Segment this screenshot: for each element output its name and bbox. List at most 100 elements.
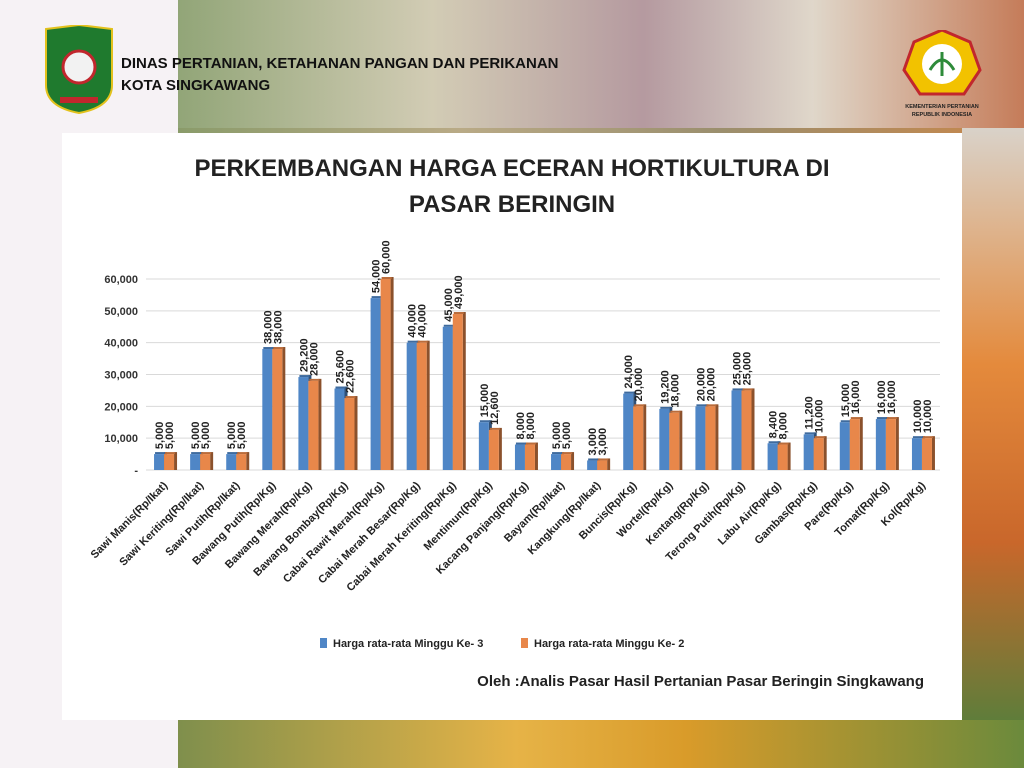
bar — [803, 434, 814, 470]
bar-side — [679, 410, 683, 470]
bar — [659, 408, 670, 470]
bar-side — [751, 388, 755, 470]
bar — [705, 406, 716, 470]
bar — [272, 349, 283, 470]
bar — [561, 454, 572, 470]
bar-top — [552, 452, 563, 455]
data-label: 25,000 — [732, 352, 744, 386]
data-label: 16,000 — [876, 380, 888, 414]
bar-top — [840, 420, 851, 423]
data-label: 40,000 — [407, 304, 419, 338]
bar-top — [814, 436, 825, 439]
bar — [298, 377, 309, 470]
data-label: 25,600 — [335, 350, 347, 384]
bar-top — [706, 404, 717, 407]
bar — [597, 460, 608, 470]
bar-top — [273, 347, 284, 350]
data-label: 8,400 — [768, 411, 780, 439]
y-tick-label: 10,000 — [104, 433, 138, 445]
bar-top — [660, 406, 671, 409]
chart-title: PASAR BERINGIN — [409, 191, 615, 218]
bar — [416, 342, 427, 470]
data-label: 24,000 — [623, 355, 635, 389]
bar-top — [299, 375, 310, 378]
bar-side — [390, 277, 394, 470]
background-image — [962, 128, 1024, 720]
bar-top — [227, 452, 238, 455]
bar-top — [453, 312, 464, 315]
bar-top — [335, 386, 346, 389]
bar-top — [876, 417, 887, 420]
data-label: 5,000 — [236, 422, 248, 450]
bar-top — [479, 420, 490, 423]
bar — [514, 444, 525, 470]
bar-side — [571, 452, 575, 470]
bar-top — [417, 340, 428, 343]
data-label: 8,000 — [515, 412, 527, 440]
data-label: 5,000 — [200, 422, 212, 450]
bar-top — [309, 378, 320, 381]
bar-side — [859, 417, 863, 470]
background-image — [178, 0, 1024, 128]
bar — [478, 422, 489, 470]
bar-top — [588, 458, 599, 461]
y-tick-label: 60,000 — [104, 274, 138, 286]
bar — [551, 454, 562, 470]
data-label: 16,000 — [886, 380, 898, 414]
x-tick-label: Labu Air(Rp/Kg) — [716, 479, 784, 547]
data-label: 8,000 — [778, 412, 790, 440]
bar-top — [670, 410, 681, 413]
data-label: 40,000 — [417, 304, 429, 338]
bar-top — [371, 296, 382, 299]
bar-top — [237, 452, 248, 455]
bar — [741, 390, 752, 470]
data-label: 38,000 — [272, 310, 284, 344]
bar-top — [381, 277, 392, 279]
logo-right — [902, 30, 982, 96]
data-label: 10,000 — [922, 400, 934, 434]
legend-label: Harga rata-rata Minggu Ke- 3 — [333, 638, 483, 650]
footnote: Oleh :Analis Pasar Hasil Pertanian Pasar… — [477, 673, 924, 690]
bar-top — [804, 432, 815, 435]
bar — [623, 393, 634, 470]
bar — [406, 342, 417, 470]
y-tick-label: 30,000 — [104, 370, 138, 382]
data-label: 28,000 — [308, 342, 320, 376]
bar-top — [696, 404, 707, 407]
legend-swatch — [320, 638, 327, 648]
bar-side — [354, 396, 358, 470]
bar — [695, 406, 706, 470]
bar — [849, 419, 860, 470]
bar — [921, 438, 932, 470]
bar-top — [191, 452, 202, 455]
bar — [370, 298, 381, 470]
data-label: 60,000 — [381, 240, 393, 274]
data-label: 38,000 — [262, 310, 274, 344]
header: DINAS PERTANIAN, KETAHANAN PANGAN DAN PE… — [0, 0, 1024, 128]
bar-side — [534, 442, 538, 470]
data-label: 18,000 — [669, 374, 681, 408]
bar-side — [174, 452, 178, 470]
bar-top — [525, 442, 536, 445]
bar-top — [345, 396, 356, 399]
bar — [731, 390, 742, 470]
bar-top — [732, 388, 743, 391]
logo-caption: KEMENTERIAN PERTANIAN — [905, 104, 979, 110]
bar-side — [210, 452, 214, 470]
data-label: 3,000 — [597, 428, 609, 456]
bar — [524, 444, 535, 470]
bar-top — [443, 324, 454, 327]
data-label: 15,000 — [840, 384, 852, 418]
y-tick-label: 40,000 — [104, 338, 138, 350]
bar-side — [607, 458, 611, 470]
bar — [911, 438, 922, 470]
data-label: 19,200 — [659, 370, 671, 404]
bar — [587, 460, 598, 470]
bar — [190, 454, 201, 470]
bar-side — [895, 417, 899, 470]
bar — [200, 454, 211, 470]
data-label: 49,000 — [453, 275, 465, 309]
bar-side — [823, 436, 827, 470]
data-label: 22,600 — [345, 359, 357, 393]
x-tick-label: Mentimun(Rp/Kg) — [422, 479, 496, 553]
